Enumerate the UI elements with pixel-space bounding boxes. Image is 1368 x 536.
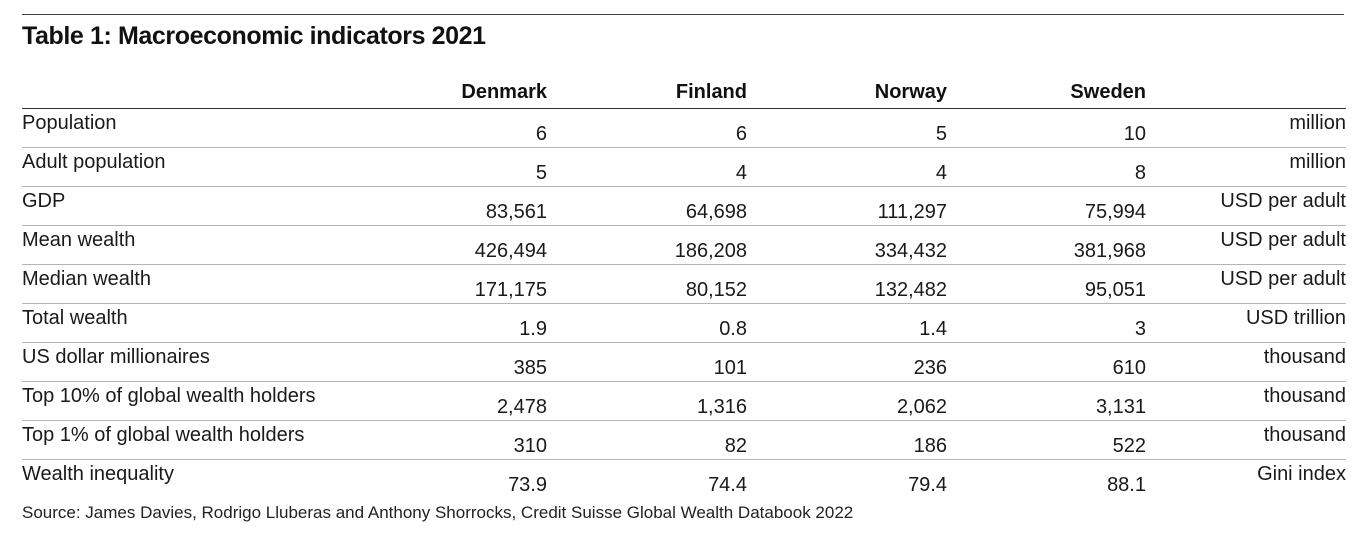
cell-finland: 74.4 xyxy=(708,474,747,496)
row-label: Population xyxy=(22,108,362,148)
cell-norway: 186 xyxy=(747,420,947,460)
column-header-sweden: Sweden xyxy=(947,70,1146,109)
row-unit: million xyxy=(1146,147,1346,187)
cell-finland: 80,152 xyxy=(547,264,747,304)
cell-norway: 334,432 xyxy=(747,225,947,265)
cell-denmark: 171,175 xyxy=(362,264,547,304)
cell-denmark: 2,478 xyxy=(362,381,547,421)
table-row: Total wealth 1.9 0.8 1.4 3 USD trillion xyxy=(22,303,1346,343)
row-label: Top 1% of global wealth holders xyxy=(22,420,362,460)
table-row: Top 10% of global wealth holders 2,478 1… xyxy=(22,381,1346,421)
cell-norway: 2,062 xyxy=(747,381,947,421)
table-row: Mean wealth 426,494 186,208 334,432 381,… xyxy=(22,225,1346,265)
row-unit: million xyxy=(1146,108,1346,148)
cell-denmark: 426,494 xyxy=(362,225,547,265)
cell-denmark: 83,561 xyxy=(362,186,547,226)
cell-sweden: 95,051 xyxy=(947,264,1146,304)
header-unit-blank xyxy=(1146,70,1346,109)
row-label: Mean wealth xyxy=(22,225,362,265)
cell-sweden: 8 xyxy=(947,147,1146,187)
cell-sweden: 88.1 xyxy=(1107,474,1146,496)
cell-sweden: 610 xyxy=(947,342,1146,382)
cell-sweden: 3 xyxy=(947,303,1146,343)
table-row: GDP 83,561 64,698 111,297 75,994 USD per… xyxy=(22,186,1346,226)
source-note: Source: James Davies, Rodrigo Lluberas a… xyxy=(22,503,854,522)
cell-norway: 5 xyxy=(747,108,947,148)
cell-finland: 101 xyxy=(547,342,747,382)
row-label: Median wealth xyxy=(22,264,362,304)
column-header-norway: Norway xyxy=(747,70,947,109)
cell-finland: 64,698 xyxy=(547,186,747,226)
row-unit: thousand xyxy=(1146,342,1346,382)
row-label: Adult population xyxy=(22,147,362,187)
cell-finland: 4 xyxy=(547,147,747,187)
row-unit: Gini index xyxy=(1257,463,1346,485)
row-unit: USD per adult xyxy=(1146,186,1346,226)
table-title: Table 1: Macroeconomic indicators 2021 xyxy=(22,22,486,50)
cell-norway: 111,297 xyxy=(747,186,947,226)
row-label: US dollar millionaires xyxy=(22,342,362,382)
cell-finland: 1,316 xyxy=(547,381,747,421)
cell-sweden: 522 xyxy=(947,420,1146,460)
cell-sweden: 10 xyxy=(947,108,1146,148)
cell-finland: 82 xyxy=(547,420,747,460)
row-unit: USD per adult xyxy=(1146,225,1346,265)
row-label: GDP xyxy=(22,186,362,226)
cell-denmark: 385 xyxy=(362,342,547,382)
table-row: US dollar millionaires 385 101 236 610 t… xyxy=(22,342,1346,382)
table-row: Median wealth 171,175 80,152 132,482 95,… xyxy=(22,264,1346,304)
table-row: Wealth inequality 73.9 74.4 79.4 88.1 Gi… xyxy=(22,460,1346,499)
table-row: Top 1% of global wealth holders 310 82 1… xyxy=(22,420,1346,460)
indicators-table: Denmark Finland Norway Sweden Population… xyxy=(22,70,1346,498)
cell-denmark: 6 xyxy=(362,108,547,148)
top-rule xyxy=(22,14,1344,15)
row-unit: thousand xyxy=(1146,381,1346,421)
cell-denmark: 310 xyxy=(362,420,547,460)
column-header-finland: Finland xyxy=(547,70,747,109)
cell-norway: 236 xyxy=(747,342,947,382)
cell-norway: 79.4 xyxy=(908,474,947,496)
cell-finland: 0.8 xyxy=(547,303,747,343)
row-label: Total wealth xyxy=(22,303,362,343)
cell-norway: 132,482 xyxy=(747,264,947,304)
table-row: Population 6 6 5 10 million xyxy=(22,108,1346,148)
row-unit: USD per adult xyxy=(1146,264,1346,304)
cell-denmark: 1.9 xyxy=(362,303,547,343)
table-row: Adult population 5 4 4 8 million xyxy=(22,147,1346,187)
cell-norway: 1.4 xyxy=(747,303,947,343)
row-label: Wealth inequality xyxy=(22,463,174,485)
cell-denmark: 5 xyxy=(362,147,547,187)
cell-sweden: 75,994 xyxy=(947,186,1146,226)
column-header-denmark: Denmark xyxy=(362,70,547,109)
cell-denmark: 73.9 xyxy=(508,474,547,496)
header-row: Denmark Finland Norway Sweden xyxy=(22,70,1346,109)
cell-sweden: 3,131 xyxy=(947,381,1146,421)
row-unit: USD trillion xyxy=(1146,303,1346,343)
cell-finland: 6 xyxy=(547,108,747,148)
header-blank xyxy=(22,70,362,109)
cell-sweden: 381,968 xyxy=(947,225,1146,265)
row-unit: thousand xyxy=(1146,420,1346,460)
cell-norway: 4 xyxy=(747,147,947,187)
cell-finland: 186,208 xyxy=(547,225,747,265)
row-label: Top 10% of global wealth holders xyxy=(22,381,362,421)
